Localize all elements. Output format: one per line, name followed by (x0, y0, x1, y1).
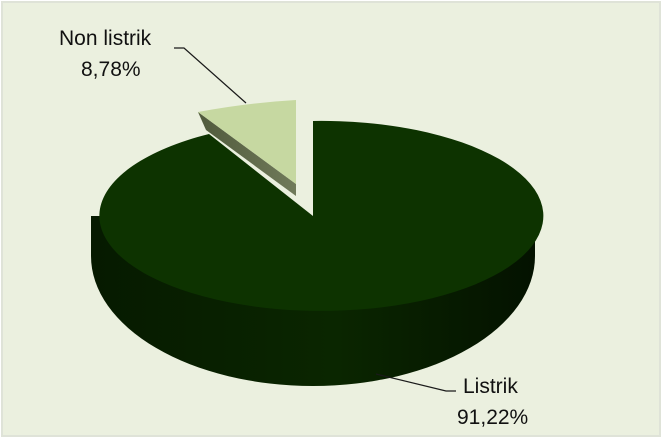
label-non-listrik-name: Non listrik (59, 27, 152, 50)
leader-line-listrik (375, 373, 456, 392)
slice-listrik (91, 120, 544, 386)
slice-non-listrik (198, 100, 296, 196)
slice-non-listrik-top (198, 100, 296, 184)
slice-non-listrik-side (198, 112, 296, 196)
leader-line-non-listrik (174, 47, 247, 104)
label-non-listrik-value: 8,78% (81, 58, 141, 81)
slice-listrik-top (99, 120, 544, 311)
label-listrik-value: 91,22% (457, 406, 528, 429)
label-listrik-name: Listrik (463, 375, 518, 398)
